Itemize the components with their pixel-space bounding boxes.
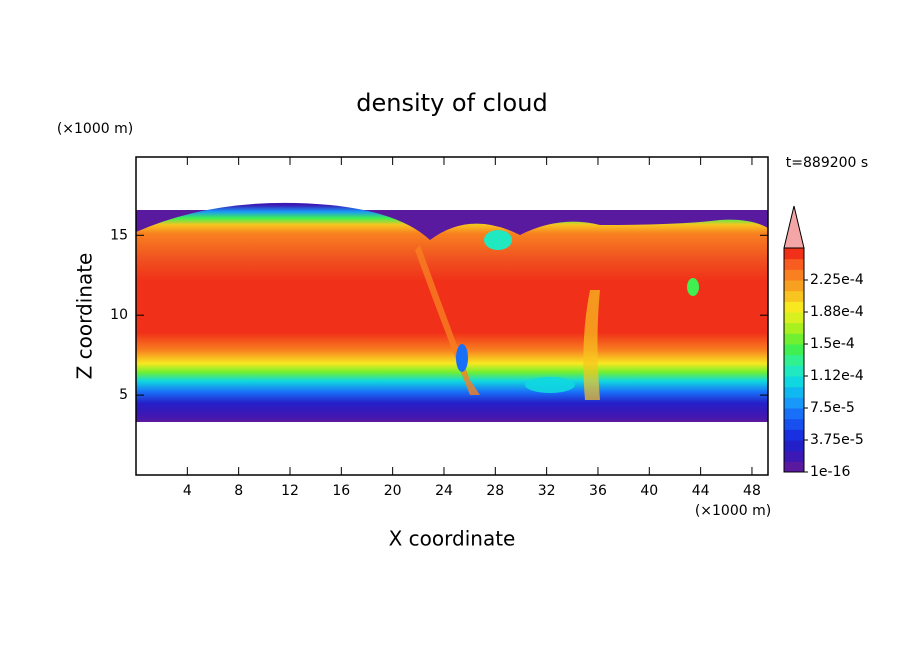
annotation: t=889200 s [786,155,868,171]
plot-frame [135,156,769,476]
colorbar-extend [783,205,805,249]
field-feature [484,230,512,250]
colorbar-tick-label: 1.88e-4 [810,304,864,320]
colorbar-band [784,344,804,356]
colorbar-tick-label: 3.75e-5 [810,432,864,448]
colorbar-frame [783,247,805,473]
colorbar-band [784,450,804,462]
x-tick-label: 8 [234,483,243,499]
x-axis-label: X coordinate [389,527,516,551]
x-unit: (×1000 m) [695,503,771,519]
y-tick-label: 5 [119,387,128,403]
colorbar-tick-label: 7.5e-5 [810,400,855,416]
colorbar-tick-label: 2.25e-4 [810,272,864,288]
x-tick-label: 36 [589,483,607,499]
x-tick-label: 40 [640,483,658,499]
colorbar-band [784,333,804,345]
x-tick-label: 28 [486,483,504,499]
colorbar-band [784,386,804,398]
chart-title: density of cloud [356,89,547,117]
x-tick-label: 44 [692,483,710,499]
colorbar-band [784,418,804,430]
x-tick-label: 48 [743,483,761,499]
colorbar-band [784,248,804,260]
colorbar-band [784,322,804,334]
colorbar-band [784,408,804,420]
contour-field [136,202,768,422]
y-unit: (×1000 m) [57,121,133,137]
x-tick-label: 24 [435,483,453,499]
colorbar-band [784,290,804,302]
y-tick-label: 10 [110,307,128,323]
field-feature [525,377,575,393]
x-tick-label: 20 [384,483,402,499]
colorbar-band [784,429,804,441]
y-axis-label: Z coordinate [73,253,97,380]
x-tick-label: 32 [538,483,556,499]
colorbar-band [784,301,804,313]
colorbar-band [784,269,804,281]
colorbar-band [784,376,804,388]
colorbar-band [784,365,804,377]
colorbar-band [784,312,804,324]
field-body [136,202,768,420]
colorbar-tick-label: 1.12e-4 [810,368,864,384]
field-feature [583,290,600,400]
field-feature [456,344,468,372]
y-tick-label: 15 [110,227,128,243]
field-feature [415,245,480,395]
colorbar-tick-label: 1.5e-4 [810,336,855,352]
colorbar-band [784,354,804,366]
colorbar-band [784,397,804,409]
x-tick-label: 4 [183,483,192,499]
colorbar-tick-label: 1e-16 [810,464,850,480]
x-tick-label: 16 [332,483,350,499]
colorbar-band [784,440,804,452]
colorbar-band [784,258,804,270]
colorbar-band [784,461,804,473]
field-feature [687,278,699,296]
x-tick-label: 12 [281,483,299,499]
colorbar-band [784,280,804,292]
